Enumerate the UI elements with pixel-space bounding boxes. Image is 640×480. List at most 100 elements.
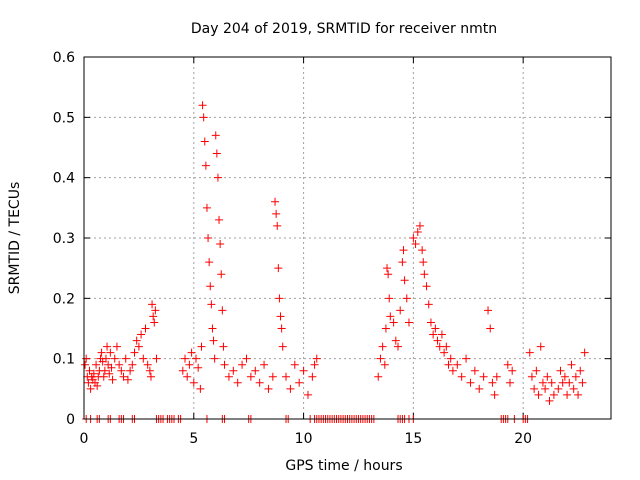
data-point	[505, 378, 514, 387]
y-tick-label: 0.3	[53, 231, 75, 247]
data-point	[508, 366, 517, 375]
data-point	[202, 203, 211, 212]
data-point	[200, 137, 209, 146]
data-point	[415, 221, 424, 230]
data-point	[220, 360, 229, 369]
data-point	[385, 294, 394, 303]
data-point	[143, 360, 152, 369]
data-point	[194, 363, 203, 372]
data-point	[567, 360, 576, 369]
data-point	[556, 366, 565, 375]
data-point	[409, 234, 418, 242]
data-point	[475, 384, 484, 393]
plot-frame	[83, 56, 612, 420]
data-point	[578, 378, 587, 387]
data-point	[212, 149, 221, 158]
data-point	[151, 306, 160, 315]
data-point	[534, 390, 543, 399]
data-point	[466, 378, 475, 387]
data-point	[201, 161, 210, 170]
data-point	[207, 300, 216, 309]
data-point	[97, 348, 106, 357]
data-point	[103, 342, 112, 351]
data-point	[210, 354, 219, 363]
chart-title: Day 204 of 2019, SRMTID for receiver nmt…	[191, 21, 497, 37]
data-point	[479, 372, 488, 381]
x-tick-label: 5	[189, 431, 198, 447]
data-point	[571, 372, 580, 381]
data-point	[187, 348, 196, 357]
data-point	[290, 360, 299, 369]
x-axis-title: GPS time / hours	[285, 458, 402, 474]
y-tick-label: 0.1	[53, 352, 75, 368]
data-point	[268, 372, 277, 381]
data-point	[536, 342, 545, 351]
data-point	[419, 258, 428, 267]
data-point	[146, 372, 155, 381]
data-point	[541, 384, 550, 393]
data-point	[543, 372, 552, 381]
data-point	[86, 384, 95, 393]
data-point	[418, 246, 427, 255]
data-point	[260, 360, 269, 369]
data-point	[149, 312, 158, 321]
data-point	[396, 306, 405, 315]
data-point	[242, 354, 251, 363]
data-point	[530, 384, 539, 393]
data-point	[233, 378, 242, 387]
data-point	[580, 348, 589, 357]
data-point	[404, 318, 413, 327]
data-point	[130, 348, 139, 357]
data-point	[490, 390, 499, 399]
data-point	[384, 270, 393, 279]
data-point	[420, 270, 429, 279]
data-point	[246, 372, 255, 381]
data-point	[189, 378, 198, 387]
y-tick-label: 0.4	[53, 171, 75, 187]
x-tick-label: 0	[80, 431, 89, 447]
data-point	[89, 369, 98, 378]
data-point	[196, 384, 205, 393]
data-point	[238, 360, 247, 369]
data-point	[565, 378, 574, 387]
data-point	[93, 381, 102, 390]
data-point	[440, 348, 449, 357]
data-point	[119, 372, 128, 381]
y-tick-label: 0	[66, 412, 75, 428]
data-point	[538, 378, 547, 387]
data-point	[205, 258, 214, 267]
data-point	[126, 366, 135, 375]
data-point	[148, 300, 157, 309]
data-point	[197, 342, 206, 351]
data-point	[308, 372, 317, 381]
data-point	[121, 354, 130, 363]
data-point	[141, 324, 150, 333]
data-point	[394, 342, 403, 351]
data-point	[310, 360, 319, 369]
data-point	[183, 372, 192, 381]
data-point	[215, 215, 224, 224]
data-point	[282, 372, 291, 381]
data-point	[402, 294, 411, 303]
data-point	[211, 131, 220, 140]
data-point	[486, 324, 495, 333]
data-point	[444, 360, 453, 369]
data-point	[206, 282, 215, 291]
data-points	[81, 101, 589, 423]
data-point	[99, 372, 108, 381]
data-point	[426, 318, 435, 327]
data-point	[108, 375, 117, 384]
data-point	[380, 360, 389, 369]
data-point	[82, 354, 91, 363]
data-point	[137, 330, 146, 339]
data-point	[213, 173, 222, 182]
data-point	[216, 240, 225, 249]
data-point	[255, 378, 264, 387]
data-point	[264, 384, 273, 393]
x-tick-label: 20	[514, 431, 532, 447]
data-point	[181, 354, 190, 363]
y-tick-label: 0.5	[53, 110, 75, 126]
data-point	[105, 369, 114, 378]
data-point	[276, 312, 285, 321]
data-point	[229, 366, 238, 375]
